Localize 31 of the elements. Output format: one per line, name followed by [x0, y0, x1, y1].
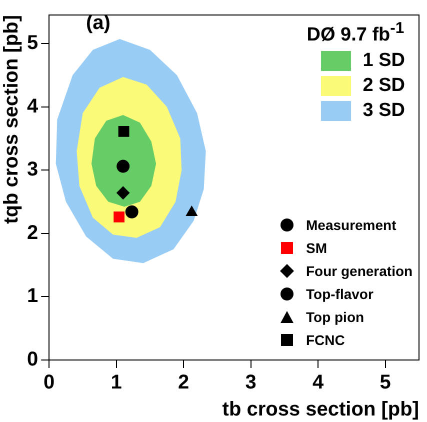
- point: [125, 205, 138, 218]
- legend-title: DØ 9.7 fb$^{-1}$: [306, 20, 405, 46]
- legend-label: Four generation: [306, 262, 413, 278]
- y-tick-label: 2: [27, 222, 38, 244]
- x-tick-label: 1: [110, 372, 122, 394]
- y-tick-label: 3: [27, 158, 38, 181]
- legend-label: 2 SD: [362, 75, 405, 98]
- legend-label: FCNC: [306, 332, 345, 348]
- legend-label: Top-flavor: [306, 286, 374, 302]
- y-axis-title: tqb cross section [pb]: [0, 15, 23, 224]
- x-tick-label: 4: [312, 372, 325, 394]
- point: [116, 186, 130, 200]
- legend-label: 1 SD: [362, 50, 405, 72]
- legend-label: Measurement: [306, 216, 396, 232]
- y-tick-label: 1: [27, 285, 38, 308]
- point: [114, 211, 125, 222]
- annotation: (a): [86, 12, 110, 35]
- point: [116, 160, 130, 173]
- point: [118, 126, 130, 137]
- y-tick-label: 0: [27, 348, 38, 371]
- x-axis-title: tb cross section [pb]: [222, 398, 419, 421]
- x-tick-label: 0: [44, 372, 55, 394]
- point: [186, 206, 198, 216]
- y-tick-label: 5: [27, 32, 38, 54]
- legend-label: Top pion: [306, 308, 364, 324]
- x-tick-label: 3: [245, 372, 256, 394]
- y-tick-label: 4: [27, 95, 39, 118]
- x-tick-label: 2: [178, 372, 190, 394]
- legend-label: SM: [306, 240, 327, 256]
- x-tick-label: 5: [380, 372, 391, 394]
- legend-label: 3 SD: [362, 100, 405, 122]
